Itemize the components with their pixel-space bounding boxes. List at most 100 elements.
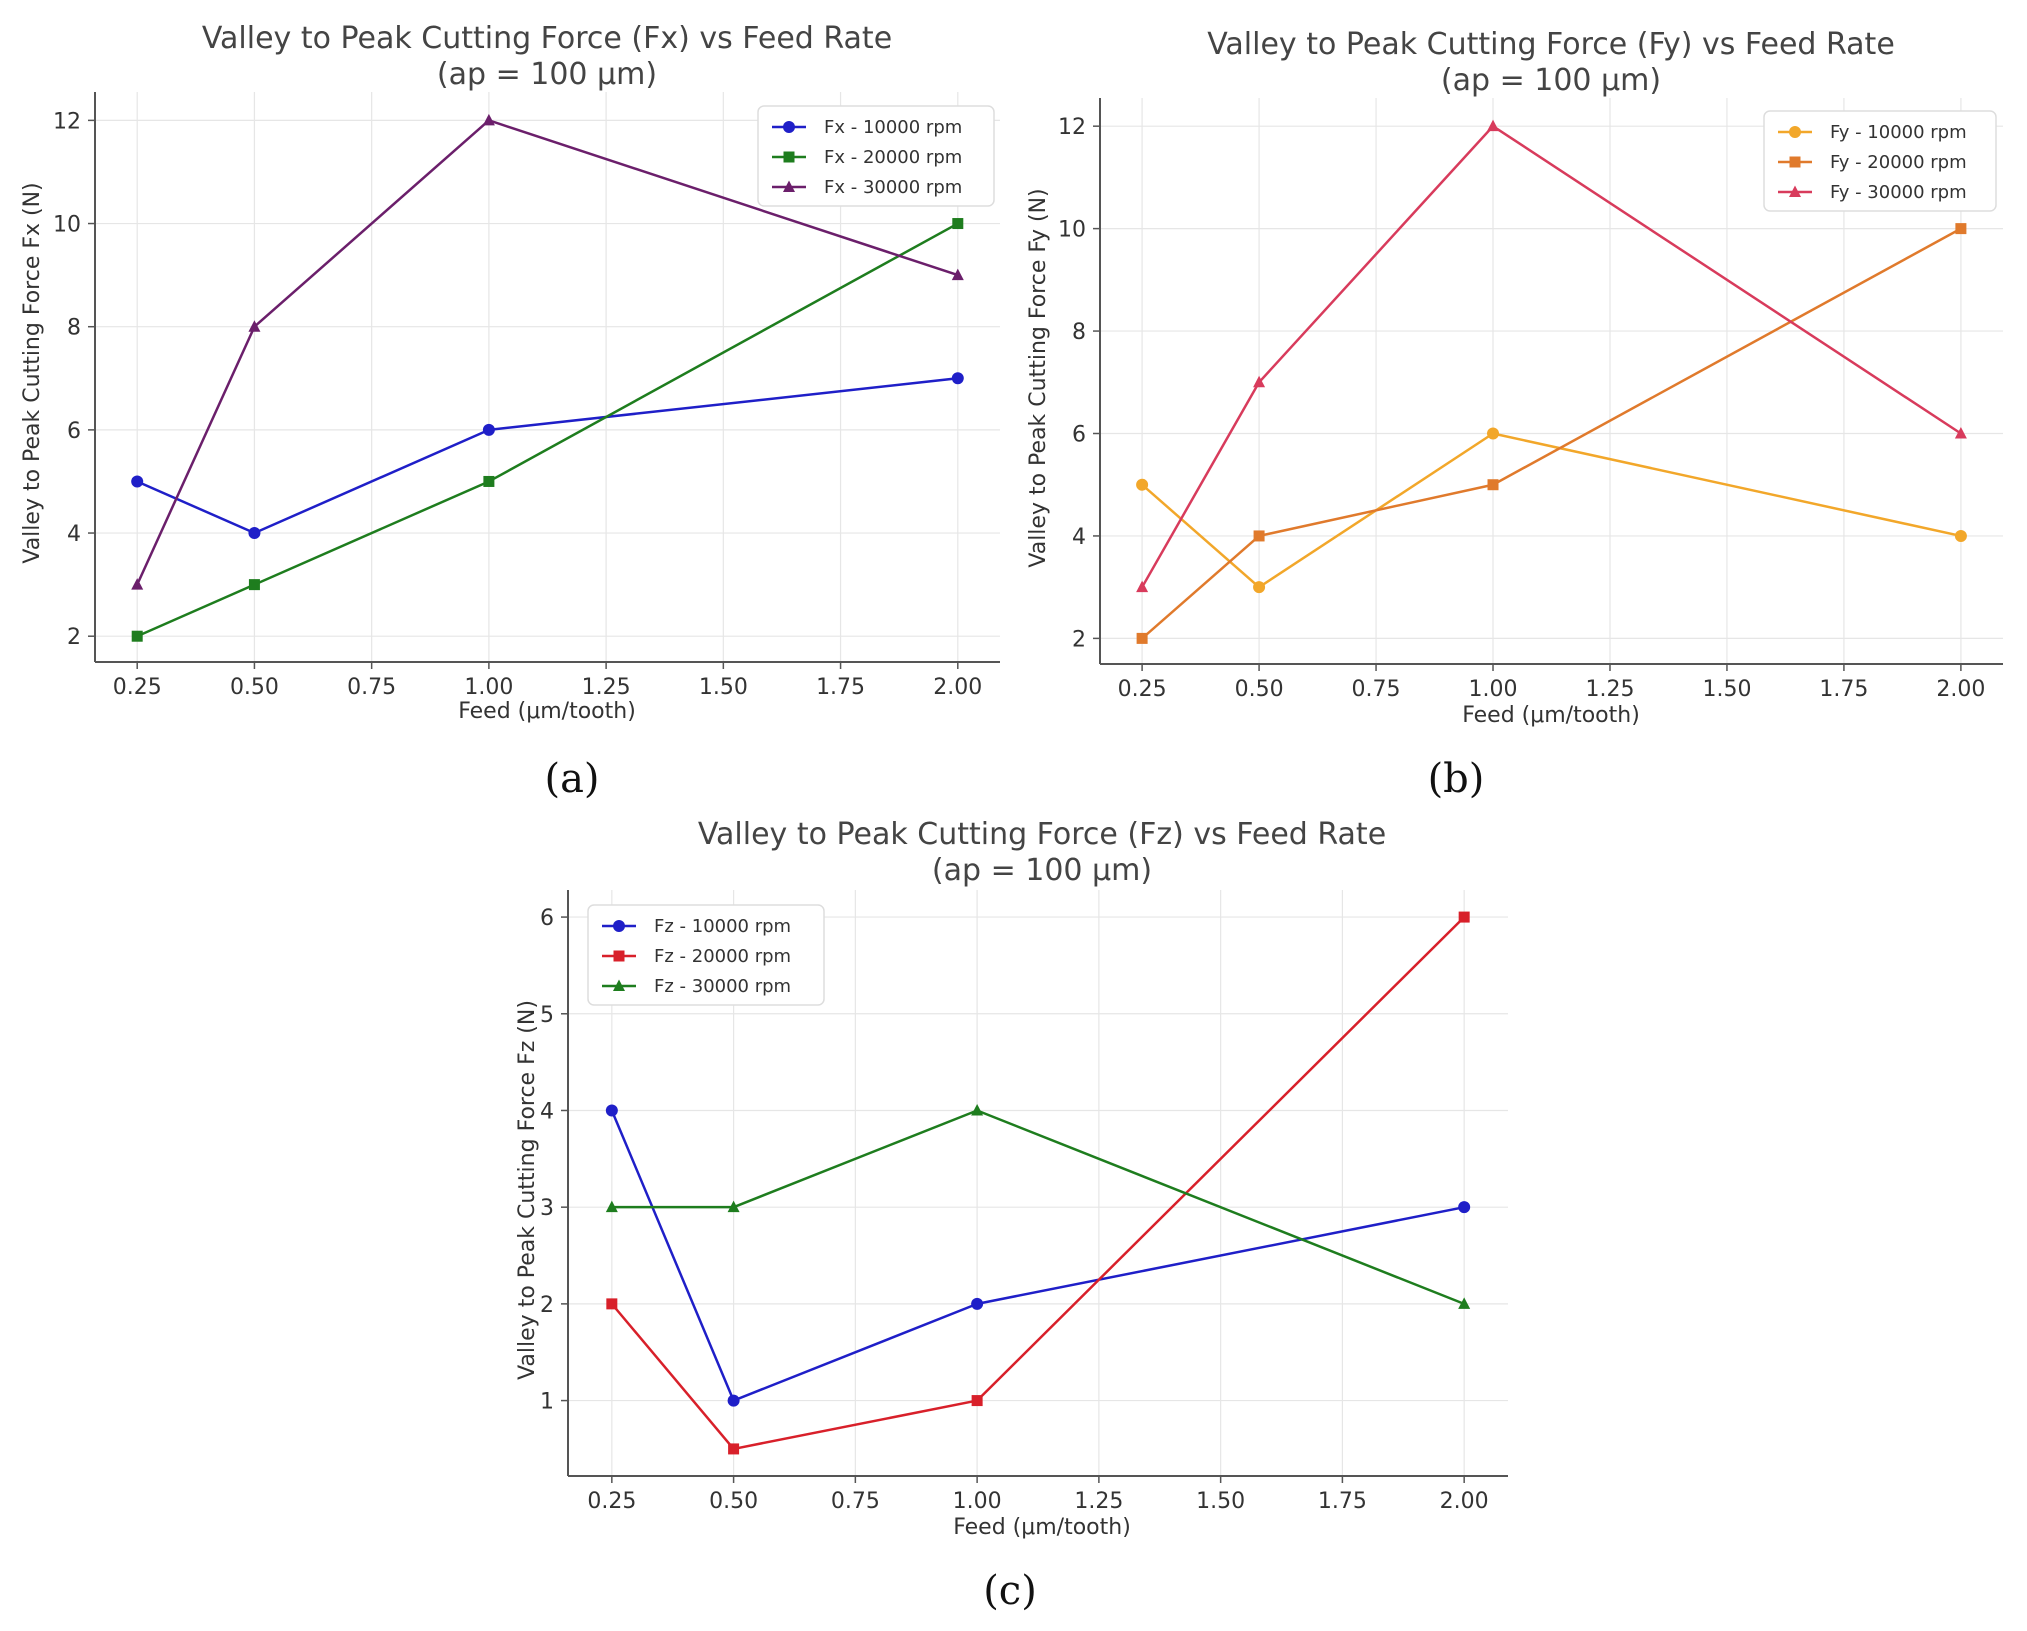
x-tick-label: 1.25 [582, 675, 631, 700]
tick-labels: 0.25 0.50 0.75 1.00 1.25 1.50 1.75 2.00 2 4 6 8 10 12 [53, 109, 982, 700]
y-tick-label: 12 [53, 109, 81, 134]
chart-title: Valley to Peak Cutting Force (Fz) vs Fee… [698, 817, 1386, 852]
panel-caption: (b) [1428, 756, 1485, 802]
x-tick-label: 2.00 [933, 675, 982, 700]
y-tick-label: 2 [67, 625, 81, 650]
legend: Fy - 10000 rpm Fy - 20000 rpm Fy - 30000… [1763, 110, 1997, 212]
data-point [1487, 427, 1500, 440]
legend-label: Fy - 10000 rpm [1830, 122, 1967, 143]
y-tick-label: 4 [67, 522, 81, 547]
data-point [606, 1298, 618, 1310]
x-tick-label: 1.50 [1196, 1489, 1245, 1514]
legend-label: Fy - 30000 rpm [1830, 182, 1967, 203]
legend: Fx - 10000 rpm Fx - 20000 rpm Fx - 30000… [757, 105, 995, 207]
legend-item: Fy - 20000 rpm [1778, 152, 1967, 173]
series-2 [131, 218, 964, 642]
x-tick-label: 1.25 [1074, 1489, 1123, 1514]
data-point [1458, 1201, 1471, 1214]
x-tick-label: 0.50 [230, 675, 279, 700]
series-line [136, 119, 959, 586]
legend-swatch-marker [613, 950, 625, 962]
y-tick-label: 12 [1058, 115, 1086, 140]
x-axis-label: Feed (μm/tooth) [458, 699, 636, 724]
y-tick-label: 10 [53, 213, 81, 238]
y-tick-label: 1 [540, 1390, 554, 1415]
data-point [1253, 530, 1265, 542]
data-point [1136, 632, 1148, 644]
legend: Fz - 10000 rpm Fz - 20000 rpm Fz - 30000… [587, 904, 825, 1006]
axes [561, 890, 1508, 1483]
data-point [482, 113, 495, 126]
legend-item: Fz - 30000 rpm [602, 976, 791, 997]
legend-label: Fy - 20000 rpm [1830, 152, 1967, 173]
legend-swatch-marker [1789, 156, 1801, 168]
legend-swatch-marker [783, 151, 795, 163]
legend-item: Fx - 10000 rpm [772, 117, 962, 138]
axes [1093, 98, 2003, 671]
x-tick-label: 1.75 [1318, 1489, 1367, 1514]
data-point [727, 1200, 740, 1213]
data-point [131, 578, 144, 590]
y-tick-label: 6 [67, 419, 81, 444]
chart-subtitle: (ap = 100 μm) [932, 853, 1152, 888]
data-point [971, 1103, 984, 1116]
data-point [1955, 223, 1967, 235]
x-tick-label: 0.25 [113, 675, 162, 700]
y-tick-label: 2 [540, 1293, 554, 1318]
data-point [248, 527, 261, 540]
series-3 [1136, 119, 1967, 593]
data-point [605, 1200, 618, 1213]
x-tick-label: 0.75 [347, 675, 396, 700]
panel-caption: (a) [544, 756, 599, 802]
legend-item: Fz - 20000 rpm [602, 946, 791, 967]
y-axis-label: Valley to Peak Cutting Force Fx (N) [20, 182, 45, 563]
series-2 [606, 911, 1470, 1455]
y-axis-label: Valley to Peak Cutting Force Fz (N) [515, 1000, 540, 1380]
legend-box [757, 105, 995, 207]
legend-swatch-marker [783, 121, 795, 133]
data-point [951, 372, 964, 385]
y-tick-label: 6 [540, 906, 554, 931]
tick-labels: 0.25 0.50 0.75 1.00 1.25 1.50 1.75 2.00 2 4 6 8 10 12 [1058, 115, 1985, 702]
data-point [1487, 119, 1500, 132]
legend-box [1763, 110, 1997, 212]
chart-subtitle: (ap = 100 μm) [1441, 63, 1661, 98]
data-point [1136, 478, 1149, 491]
data-point [727, 1394, 740, 1407]
y-tick-label: 8 [1072, 320, 1086, 345]
panel-caption: (c) [983, 1568, 1037, 1614]
data-point [248, 320, 261, 332]
legend-label: Fx - 10000 rpm [824, 117, 962, 138]
x-tick-label: 1.00 [1469, 677, 1518, 702]
series-line [136, 222, 959, 638]
x-tick-label: 1.25 [1585, 677, 1634, 702]
data-point [951, 268, 964, 281]
series-2 [1136, 223, 1967, 644]
legend-label: Fx - 30000 rpm [824, 177, 962, 198]
x-tick-label: 0.25 [587, 1489, 636, 1514]
x-tick-label: 0.50 [1235, 677, 1284, 702]
x-tick-label: 2.00 [1440, 1489, 1489, 1514]
data-point [248, 579, 260, 591]
series [605, 911, 1471, 1455]
axes [88, 92, 1000, 669]
legend-swatch-marker [613, 920, 625, 932]
series-line [1141, 227, 1962, 640]
data-point [1253, 375, 1266, 388]
chart-title: Valley to Peak Cutting Force (Fy) vs Fee… [1207, 27, 1895, 62]
x-tick-label: 0.25 [1118, 677, 1167, 702]
legend-item: Fy - 10000 rpm [1778, 122, 1967, 143]
series-line [1141, 124, 1962, 588]
x-tick-label: 1.75 [816, 675, 865, 700]
data-point [1136, 580, 1149, 593]
x-tick-label: 1.75 [1819, 677, 1868, 702]
data-point [1954, 427, 1967, 439]
data-point [1487, 479, 1499, 491]
y-tick-label: 10 [1058, 218, 1086, 243]
x-tick-label: 2.00 [1936, 677, 1985, 702]
chart-panel-a: Valley to Peak Cutting Force (Fx) vs Fee… [20, 21, 1000, 802]
legend-label: Fz - 20000 rpm [654, 946, 791, 967]
legend-swatch-marker [613, 979, 625, 991]
data-point [971, 1395, 983, 1407]
y-tick-label: 3 [540, 1196, 554, 1221]
